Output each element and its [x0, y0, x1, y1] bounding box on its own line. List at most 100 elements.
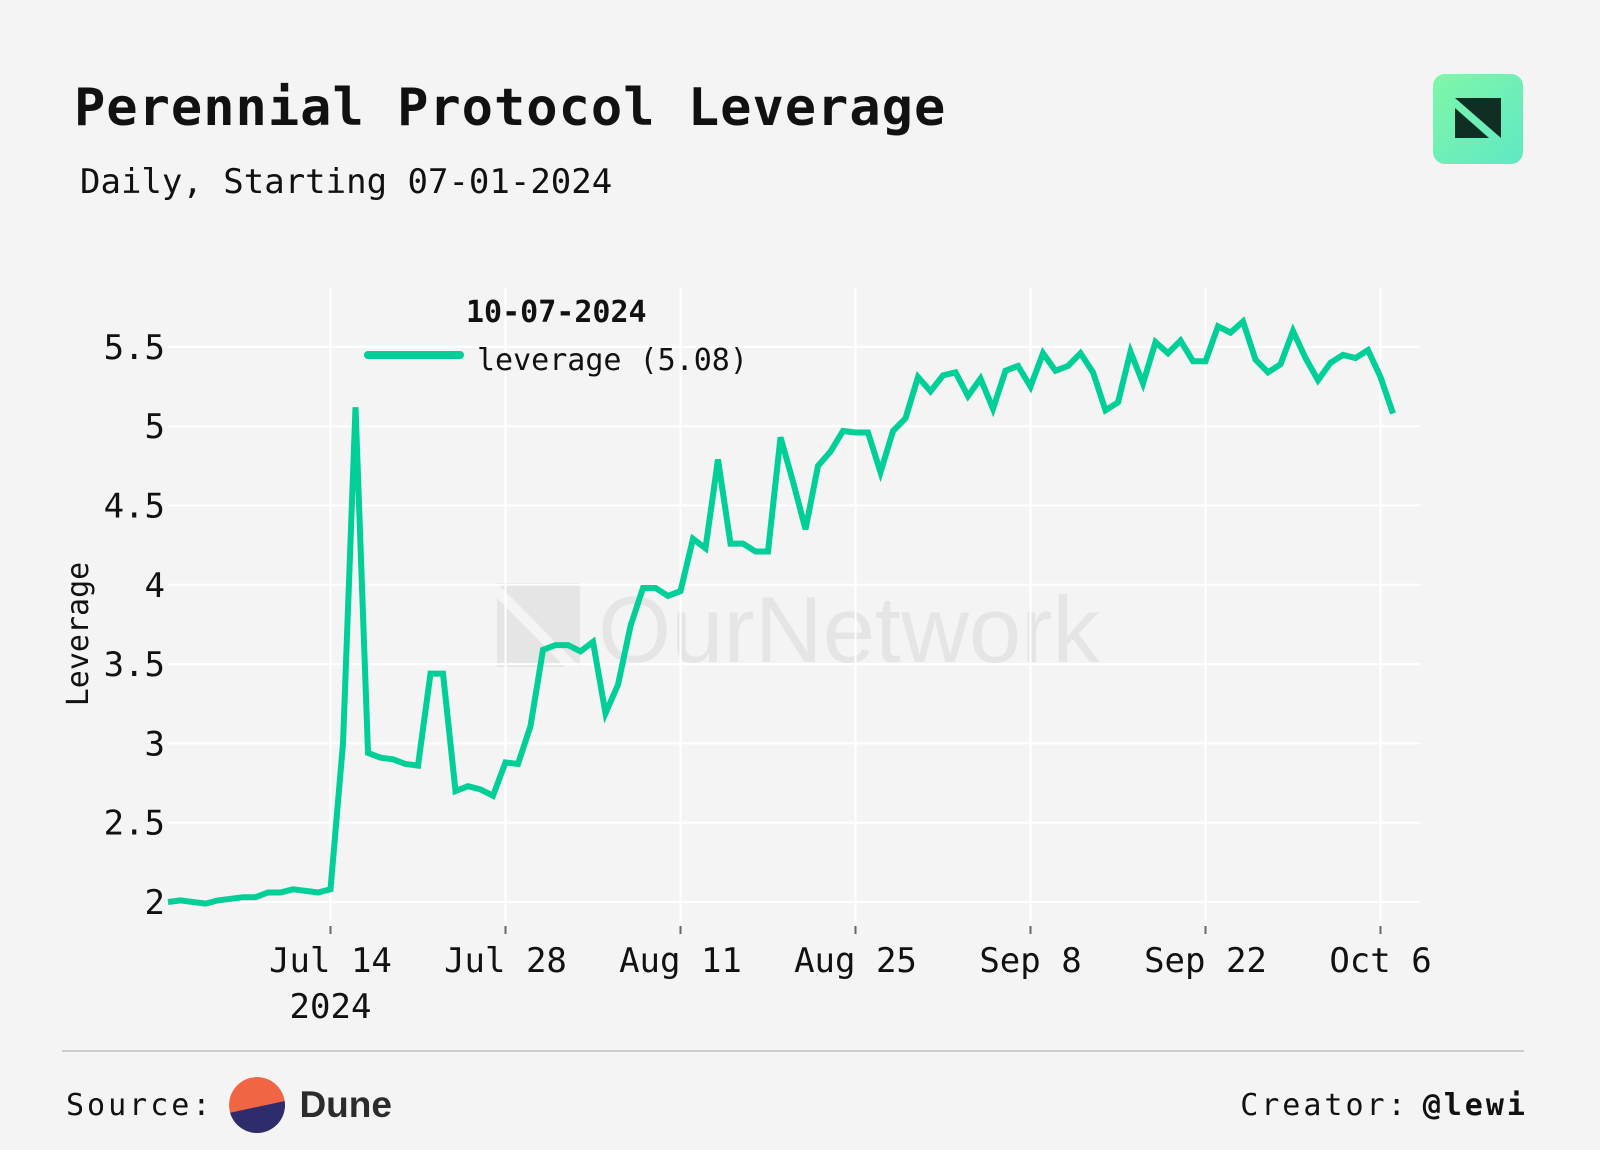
data-point [653, 585, 659, 591]
data-point [365, 750, 371, 756]
data-point [178, 897, 184, 903]
data-point [903, 415, 909, 421]
data-point [740, 541, 746, 547]
data-point [1040, 350, 1046, 356]
data-point [340, 740, 346, 746]
data-point [328, 886, 334, 892]
data-point [415, 763, 421, 769]
data-point [1240, 319, 1246, 325]
x-axis-ticks: Jul 14 2024 Jul 28 Aug 11 Aug 25 Sep 8 Sep 22 O… [269, 941, 1432, 1027]
data-point [978, 376, 984, 382]
watermark: OurNetwork [497, 577, 1100, 682]
data-point [590, 639, 596, 645]
chart-subtitle: Daily, Starting 07-01-2024 [80, 162, 613, 202]
data-point [753, 548, 759, 554]
x-tick-label: Jul 28 [444, 941, 567, 981]
data-point [303, 888, 309, 894]
data-point [790, 479, 796, 485]
creator-handle[interactable]: @lewi [1422, 1087, 1528, 1123]
series-line-leverage [167, 316, 1396, 907]
footer-creator: Creator: @lewi [1240, 1075, 1528, 1135]
creator-label: Creator: [1240, 1087, 1409, 1123]
data-point [1215, 323, 1221, 329]
data-point [1090, 369, 1096, 375]
data-point [890, 428, 896, 434]
data-point [1303, 355, 1309, 361]
data-point [278, 889, 284, 895]
data-point [565, 642, 571, 648]
source-label: Source: [66, 1087, 214, 1123]
source-name[interactable]: Dune [299, 1084, 392, 1125]
data-point [1028, 384, 1034, 390]
data-point [815, 463, 821, 469]
data-point [665, 593, 671, 599]
data-point [640, 585, 646, 591]
data-point [540, 647, 546, 653]
data-point [615, 682, 621, 688]
data-point [1128, 349, 1134, 355]
data-point [1328, 360, 1334, 366]
legend-entry: leverage (5.08) [477, 343, 748, 378]
data-point [1003, 368, 1009, 374]
data-point [390, 756, 396, 762]
data-point [1315, 377, 1321, 383]
data-point [940, 372, 946, 378]
data-point [1015, 363, 1021, 369]
data-point [990, 406, 996, 412]
y-tick-label: 4 [145, 566, 165, 606]
data-point [1153, 339, 1159, 345]
data-point [1103, 407, 1109, 413]
data-point [690, 536, 696, 542]
data-point [1140, 380, 1146, 386]
data-point [878, 469, 884, 475]
data-point [853, 430, 859, 436]
data-point [1165, 350, 1171, 356]
data-point [1353, 355, 1359, 361]
data-point [228, 896, 234, 902]
y-tick-label: 4.5 [104, 487, 165, 527]
footer-divider [62, 1050, 1524, 1052]
data-point [1365, 347, 1371, 353]
y-tick-label: 2 [145, 883, 165, 923]
data-point [928, 388, 934, 394]
x-tick-label: Oct 6 [1329, 941, 1431, 981]
data-point [290, 886, 296, 892]
data-point [465, 783, 471, 789]
y-tick-label: 5.5 [104, 328, 165, 368]
data-point [965, 393, 971, 399]
data-point [203, 901, 209, 907]
dune-logo-icon [229, 1077, 286, 1133]
data-point [215, 897, 221, 903]
y-tick-label: 3 [145, 724, 165, 764]
data-point [765, 548, 771, 554]
chart-title: Perennial Protocol Leverage [74, 78, 947, 138]
data-point [378, 755, 384, 761]
data-point [840, 428, 846, 434]
data-point [865, 430, 871, 436]
legend: 10-07-2024 leverage (5.08) [364, 295, 748, 378]
data-point [703, 545, 709, 551]
data-point [828, 449, 834, 455]
x-tick-label: Sep 22 [1144, 941, 1267, 981]
data-point [515, 761, 521, 767]
x-tick-sublabel: 2024 [290, 987, 372, 1027]
data-point [1390, 411, 1396, 417]
footer-source: Source: Dune [66, 1075, 392, 1135]
data-point [915, 374, 921, 380]
data-point [440, 671, 446, 677]
data-point [953, 369, 959, 375]
data-point [578, 648, 584, 654]
data-point [1265, 369, 1271, 375]
data-point [778, 434, 784, 440]
data-point [1190, 358, 1196, 364]
data-point [478, 786, 484, 792]
data-point [428, 671, 434, 677]
data-point [553, 642, 559, 648]
data-point [403, 761, 409, 767]
data-point [728, 541, 734, 547]
data-point [1065, 363, 1071, 369]
data-point [628, 623, 634, 629]
data-point [1228, 330, 1234, 336]
x-tick-label: Aug 25 [794, 941, 917, 981]
x-tick-label: Aug 11 [619, 941, 742, 981]
